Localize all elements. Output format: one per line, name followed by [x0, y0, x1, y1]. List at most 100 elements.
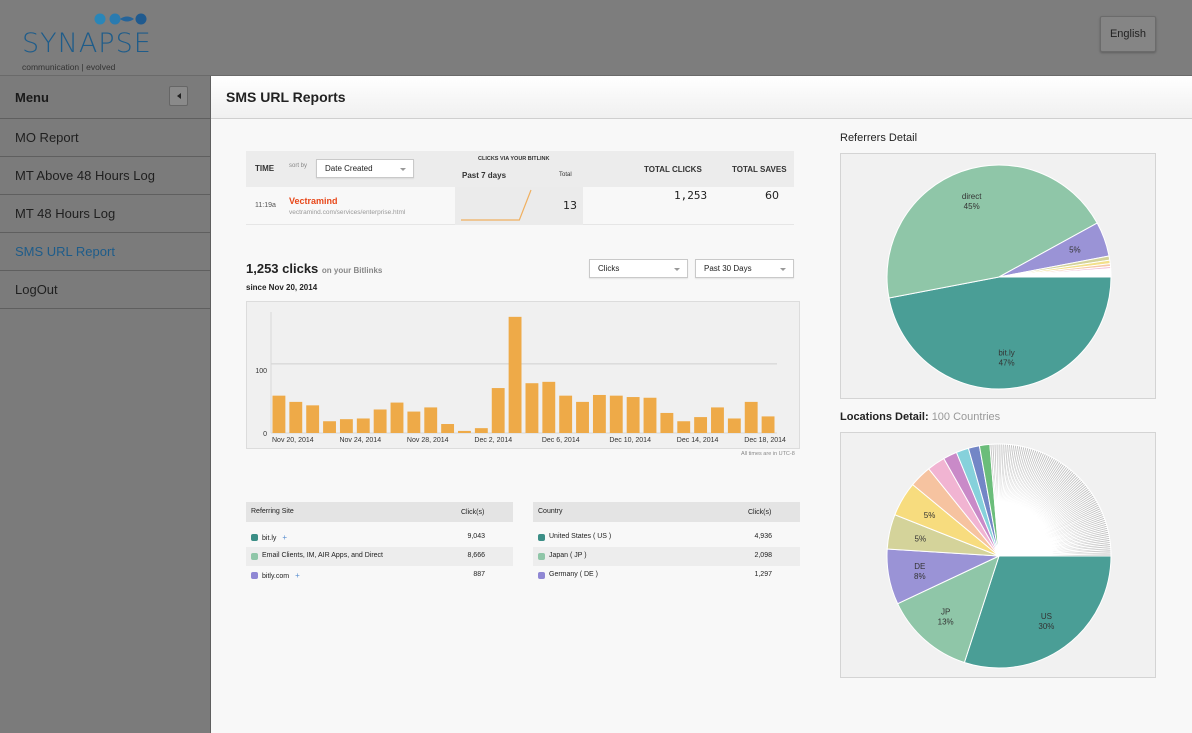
metric-select[interactable]: Clicks: [589, 259, 688, 278]
bar-nov-24: [339, 419, 353, 433]
bitlink-table-header: TIME sort by Date Created CLICKS VIA YOU…: [246, 151, 794, 187]
collapse-sidebar-button[interactable]: [169, 86, 188, 106]
pie-slice-bitly: [888, 276, 1112, 390]
row-title-link[interactable]: Vectramind: [289, 196, 338, 206]
menu-title: Menu: [15, 89, 49, 105]
x-tick-label: Dec 10, 2014: [609, 437, 651, 444]
past-7-days-label: Past 7 days: [462, 171, 507, 180]
expand-plus-icon[interactable]: +: [295, 571, 300, 580]
locations-title: Locations Detail:: [840, 411, 929, 423]
language-button[interactable]: English: [1100, 16, 1156, 52]
referrer-row[interactable]: Email Clients, IM, AIR Apps, and Direct …: [246, 547, 513, 566]
sidebar-item-sms-url-report[interactable]: SMS URL Report: [0, 233, 210, 271]
sidebar-item-mt-above-48-hours-log[interactable]: MT Above 48 Hours Log: [0, 157, 210, 195]
row-time: 11:19a: [255, 202, 276, 209]
sidebar-header: Menu: [0, 76, 210, 119]
bar-dec-9: [592, 394, 606, 433]
x-tick-label: Dec 18, 2014: [744, 437, 786, 444]
country-row[interactable]: Japan ( JP ) 2,098: [533, 547, 800, 566]
bar-dec-19: [761, 416, 775, 433]
expand-plus-icon[interactable]: +: [282, 533, 288, 542]
sort-by-label: sort by: [289, 163, 308, 169]
col-total-clicks: TOTAL CLICKS: [644, 165, 702, 174]
bar-dec-13: [660, 412, 674, 433]
country-clicks: 2,098: [754, 552, 772, 559]
logo-dots-icon: [94, 13, 147, 25]
logo-wordmark: SYNAPSE: [22, 28, 152, 59]
legend-swatch: [538, 572, 545, 579]
referrers-detail-title: Referrers Detail: [840, 132, 918, 144]
referrer-row[interactable]: bitly.com + 887: [246, 566, 513, 585]
referrer-name: bit.ly: [262, 535, 277, 542]
referrer-clicks: 887: [473, 571, 485, 578]
bar-dec-7: [559, 395, 573, 433]
sort-by-select[interactable]: Date Created: [316, 159, 414, 178]
range-select[interactable]: Past 30 Days: [695, 259, 794, 278]
pie-label: 5%: [1069, 246, 1081, 255]
pie-slice-us: [963, 555, 1112, 669]
bar-dec-8: [576, 401, 589, 433]
referrer-name: bitly.com: [262, 573, 290, 580]
bitlink-row[interactable]: 11:19a Vectramind vectramind.com/service…: [246, 187, 794, 225]
row-url[interactable]: vectramind.com/services/enterprise.html: [289, 209, 406, 216]
referrer-row[interactable]: bit.ly + 9,043: [246, 528, 513, 547]
main-content: TIME sort by Date Created CLICKS VIA YOU…: [211, 119, 1192, 733]
legend-swatch: [251, 572, 258, 579]
pie-label: US 30%: [1038, 612, 1054, 631]
total-clicks-value: 1,253: [674, 189, 708, 202]
country-row[interactable]: Germany ( DE ) 1,297: [533, 566, 800, 585]
country-row[interactable]: United States ( US ) 4,936: [533, 528, 800, 547]
total-saves-value: 60: [765, 189, 779, 202]
bar-nov-27: [390, 402, 404, 433]
past7-total-value: 13: [563, 199, 577, 212]
bar-nov-21: [289, 401, 303, 433]
bar-nov-26: [373, 409, 387, 433]
country-name: United States ( US ): [549, 533, 612, 540]
chevron-down-icon: [400, 167, 406, 171]
bar-dec-12: [643, 397, 657, 433]
total-label: Total: [559, 172, 572, 178]
bar-dec-10: [609, 395, 623, 433]
top-bar: SYNAPSE communication | evolved English: [0, 0, 1192, 76]
page-title: SMS URL Reports: [226, 89, 346, 105]
bar-nov-30: [441, 424, 455, 433]
bar-nov-22: [306, 405, 320, 433]
bar-dec-1: [458, 430, 471, 433]
col-referring-site: Referring Site: [251, 508, 294, 515]
pie-label: 5%: [915, 534, 927, 543]
locations-pie-box: US 30% JP 13% DE 8% 5% 5%: [840, 432, 1156, 678]
pie-label: DE 8%: [914, 562, 926, 581]
range-select-value: Past 30 Days: [704, 264, 752, 273]
referrer-clicks: 9,043: [467, 533, 485, 540]
sparkline-line: [461, 189, 532, 221]
bar-nov-23: [323, 421, 336, 433]
pie-slice-jp: [896, 555, 1000, 664]
referrer-clicks: 8,666: [467, 552, 485, 559]
sidebar-item-mo-report[interactable]: MO Report: [0, 119, 210, 157]
x-tick-label: Nov 24, 2014: [339, 437, 381, 444]
sparkline-cell: 13: [455, 187, 583, 225]
country-clicks: 4,936: [754, 533, 772, 540]
col-country: Country: [538, 508, 563, 515]
bar-dec-14: [677, 421, 691, 433]
countries-table: Country Click(s) United States ( US ) 4,…: [533, 502, 800, 585]
bar-dec-17: [727, 418, 741, 433]
pie-slice-other: [998, 553, 1112, 557]
referrers-pie-chart: bit.ly 47% direct 45% 5%: [886, 164, 1112, 390]
sidebar: Menu MO Report MT Above 48 Hours Log MT …: [0, 76, 211, 733]
col-clicks: Click(s): [748, 509, 772, 516]
referrer-name: Email Clients, IM, AIR Apps, and Direct: [262, 552, 383, 559]
synapse-logo[interactable]: SYNAPSE communication | evolved: [20, 10, 160, 72]
locations-subtitle: 100 Countries: [931, 411, 1001, 423]
pie-label: direct 45%: [962, 192, 982, 211]
bar-chart-svg: 0 100 Nov 20, 2014 Nov 24, 2014 Nov 28, 2014…: [255, 312, 786, 444]
referrers-table-header: Referring Site Click(s): [246, 502, 513, 522]
bar-dec-11: [626, 397, 640, 433]
sidebar-item-logout[interactable]: LogOut: [0, 271, 210, 309]
sort-by-value: Date Created: [325, 164, 373, 173]
sidebar-item-mt-48-hours-log[interactable]: MT 48 Hours Log: [0, 195, 210, 233]
clicks-via-bitlink-label: CLICKS VIA YOUR BITLINK: [478, 156, 550, 162]
x-tick-label: Dec 14, 2014: [677, 437, 719, 444]
pie-label: 5%: [924, 511, 936, 520]
legend-swatch: [538, 534, 545, 541]
